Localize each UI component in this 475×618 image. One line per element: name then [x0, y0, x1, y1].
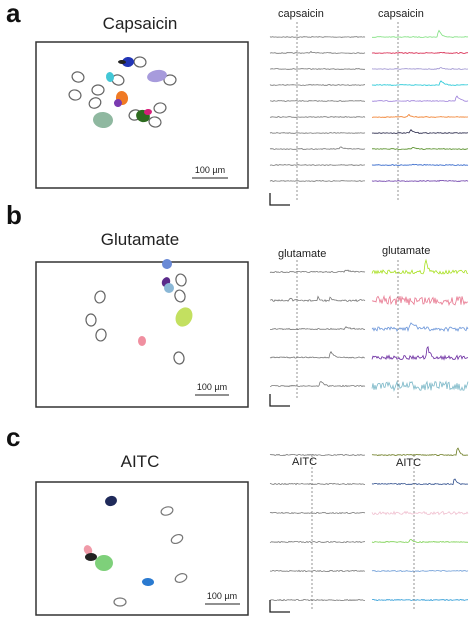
trace: [371, 345, 469, 361]
cell: [164, 283, 174, 293]
cell: [148, 116, 162, 128]
trace: [371, 380, 469, 392]
cell: [137, 336, 147, 346]
trace: [269, 540, 366, 544]
cell: [163, 74, 177, 86]
cell: [153, 102, 167, 114]
trace: [270, 68, 365, 70]
cell: [160, 506, 174, 516]
trace: [269, 511, 366, 515]
trace: [372, 146, 469, 150]
trace: [269, 146, 366, 150]
trace: [269, 84, 365, 86]
image-frame: [35, 261, 249, 408]
trace: [270, 100, 366, 102]
cell: [105, 495, 117, 507]
panel-title: Glutamate: [101, 230, 179, 249]
panel-letter: b: [6, 200, 22, 230]
trace: [371, 179, 469, 182]
trace: [269, 453, 365, 457]
panel-letter: a: [6, 0, 21, 28]
image-frame: [35, 41, 249, 189]
trace: [270, 326, 366, 331]
trace: [269, 269, 366, 274]
trace: [269, 36, 366, 38]
stimulus-label: glutamate: [278, 248, 326, 260]
cell: [174, 573, 188, 583]
cell: [142, 577, 154, 587]
trace: [371, 510, 469, 516]
trace: [371, 538, 469, 544]
cell: [91, 84, 105, 96]
trace: [371, 80, 469, 86]
cell: [170, 533, 184, 545]
image-frame: [35, 481, 249, 616]
trace: [372, 29, 469, 38]
trace: [371, 322, 469, 333]
cell: [175, 307, 193, 327]
cell: [173, 351, 185, 365]
cell: [95, 554, 113, 572]
trace: [371, 67, 469, 70]
stimulus-label: AITC: [292, 456, 317, 468]
cell: [133, 56, 147, 68]
stimulus-label: glutamate: [382, 245, 430, 257]
cell: [85, 313, 97, 327]
trace: [371, 478, 469, 486]
trace-scale: [269, 193, 290, 206]
trace: [371, 51, 469, 54]
stimulus-label: AITC: [396, 457, 421, 469]
cell: [147, 69, 167, 83]
trace: [269, 180, 365, 182]
scale-bar-label: 100 µm: [207, 591, 237, 601]
trace: [371, 163, 469, 166]
trace: [269, 381, 366, 388]
trace: [371, 129, 469, 134]
cell: [174, 289, 186, 303]
trace: [269, 569, 365, 573]
cell: [83, 545, 93, 555]
cell: [162, 259, 172, 269]
panel-title: AITC: [121, 452, 160, 471]
stimulus-label: capsaicin: [378, 8, 424, 20]
cell: [94, 290, 106, 304]
trace: [269, 598, 365, 602]
trace: [269, 164, 366, 166]
cell: [71, 71, 85, 83]
trace: [371, 113, 468, 118]
trace: [269, 350, 366, 359]
cell: [95, 328, 107, 342]
cell: [175, 273, 187, 287]
cell: [144, 108, 152, 116]
cell: [105, 72, 115, 82]
trace: [269, 132, 366, 134]
trace: [372, 598, 469, 602]
cell: [88, 97, 102, 109]
cell: [122, 56, 134, 68]
panel-letter: c: [6, 422, 20, 452]
trace: [269, 116, 366, 118]
trace: [371, 294, 469, 307]
trace: [269, 295, 366, 303]
trace-scale: [269, 394, 290, 407]
trace: [371, 95, 469, 102]
cell: [85, 552, 97, 562]
cell: [68, 89, 82, 101]
trace: [269, 50, 366, 54]
panel-title: Capsaicin: [103, 14, 178, 33]
cell: [93, 111, 113, 129]
trace: [371, 258, 469, 275]
cell: [118, 59, 126, 65]
stimulus-label: capsaicin: [278, 8, 324, 20]
cell: [113, 597, 127, 607]
trace: [371, 447, 469, 456]
cell: [114, 99, 122, 107]
trace-scale: [269, 600, 290, 613]
scale-bar-label: 100 µm: [195, 165, 225, 175]
trace: [269, 482, 366, 486]
trace: [371, 569, 469, 572]
scale-bar-label: 100 µm: [197, 382, 227, 392]
